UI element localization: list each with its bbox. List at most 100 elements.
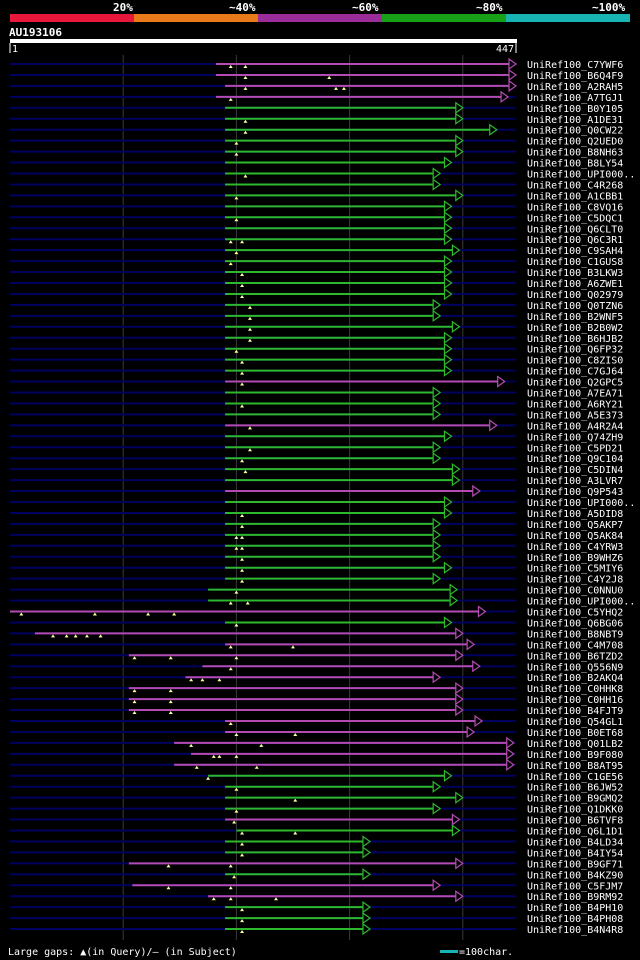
row-label[interactable]: UniRef100_B6JW52 bbox=[527, 783, 623, 794]
alignment-row[interactable]: UniRef100_A6ZWE1 bbox=[10, 276, 623, 290]
alignment-row[interactable]: UniRef100_Q0TZN6 bbox=[10, 298, 623, 312]
row-label[interactable]: UniRef100_C5DQC1 bbox=[527, 213, 623, 224]
alignment-row[interactable]: UniRef100_Q6C3R1 bbox=[10, 233, 623, 246]
alignment-row[interactable]: UniRef100_B0ET68 bbox=[10, 725, 623, 739]
row-label[interactable]: UniRef100_A1DE31 bbox=[527, 115, 623, 126]
row-label[interactable]: UniRef100_C9SAH4 bbox=[527, 246, 623, 257]
row-label[interactable]: UniRef100_A1CBB1 bbox=[527, 191, 623, 202]
row-label[interactable]: UniRef100_Q6C3R1 bbox=[527, 235, 623, 246]
alignment-row[interactable]: UniRef100_Q9C104 bbox=[10, 452, 623, 465]
row-label[interactable]: UniRef100_B4LD34 bbox=[527, 837, 623, 848]
alignment-row[interactable]: UniRef100_Q6BG06 bbox=[10, 616, 623, 629]
alignment-row[interactable]: UniRef100_UPI000.. bbox=[10, 594, 635, 608]
alignment-row[interactable]: UniRef100_B4LD34 bbox=[10, 835, 623, 848]
alignment-row[interactable]: UniRef100_C5PD21 bbox=[10, 441, 623, 454]
alignment-row[interactable]: UniRef100_A7EA71 bbox=[10, 386, 623, 400]
alignment-row[interactable]: UniRef100_Q2UED0 bbox=[10, 134, 623, 148]
alignment-row[interactable]: UniRef100_B8NH63 bbox=[10, 145, 623, 159]
row-label[interactable]: UniRef100_A7EA71 bbox=[527, 389, 623, 400]
row-label[interactable]: UniRef100_Q2GPC5 bbox=[527, 378, 623, 389]
row-label[interactable]: UniRef100_B2B0W2 bbox=[527, 323, 623, 334]
alignment-row[interactable]: UniRef100_C4R268 bbox=[10, 178, 623, 191]
alignment-row[interactable]: UniRef100_A6RY21 bbox=[10, 397, 623, 410]
row-label[interactable]: UniRef100_B4IY54 bbox=[527, 848, 623, 859]
alignment-row[interactable]: UniRef100_C5MIY6 bbox=[10, 561, 623, 575]
alignment-row[interactable]: UniRef100_C0HHK8 bbox=[10, 681, 623, 695]
alignment-row[interactable]: UniRef100_Q6FP32 bbox=[10, 342, 623, 356]
row-label[interactable]: UniRef100_C5YHQ2 bbox=[527, 608, 623, 619]
alignment-row[interactable]: UniRef100_A7TGJ1 bbox=[10, 90, 623, 104]
row-label[interactable]: UniRef100_Q0TZN6 bbox=[527, 301, 623, 312]
alignment-row[interactable]: UniRef100_Q6L1D1 bbox=[10, 824, 623, 838]
alignment-row[interactable]: UniRef100_B9GMQ2 bbox=[10, 791, 623, 805]
row-label[interactable]: UniRef100_B9RM92 bbox=[527, 892, 623, 903]
alignment-row[interactable]: UniRef100_C1GUS8 bbox=[10, 254, 623, 268]
row-label[interactable]: UniRef100_C4YRW3 bbox=[527, 542, 623, 553]
row-label[interactable]: UniRef100_Q1DKK0 bbox=[527, 805, 623, 816]
alignment-row[interactable]: UniRef100_C8VQ16 bbox=[10, 200, 623, 213]
alignment-row[interactable]: UniRef100_C7YWF6 bbox=[10, 57, 623, 71]
row-label[interactable]: UniRef100_Q5AKP7 bbox=[527, 520, 623, 531]
row-label[interactable]: UniRef100_C0NNU0 bbox=[527, 586, 623, 597]
alignment-row[interactable]: UniRef100_C9SAH4 bbox=[10, 243, 623, 257]
alignment-row[interactable]: UniRef100_B6Q4F9 bbox=[10, 68, 623, 82]
alignment-row[interactable]: UniRef100_B4PH08 bbox=[10, 911, 623, 925]
alignment-row[interactable]: UniRef100_Q5AK84 bbox=[10, 528, 623, 542]
alignment-row[interactable]: UniRef100_B9RM92 bbox=[10, 890, 623, 903]
row-label[interactable]: UniRef100_A7TGJ1 bbox=[527, 93, 623, 104]
alignment-row[interactable]: UniRef100_Q5AKP7 bbox=[10, 517, 623, 531]
row-label[interactable]: UniRef100_C8VQ16 bbox=[527, 202, 623, 213]
alignment-row[interactable]: UniRef100_B6TZD2 bbox=[10, 649, 623, 662]
alignment-row[interactable]: UniRef100_Q54GL1 bbox=[10, 714, 623, 728]
alignment-row[interactable]: UniRef100_B4KZ90 bbox=[10, 868, 623, 881]
alignment-row[interactable]: UniRef100_Q9P543 bbox=[10, 484, 623, 498]
row-label[interactable]: UniRef100_C1GE56 bbox=[527, 772, 623, 783]
row-label[interactable]: UniRef100_Q6BG06 bbox=[527, 618, 623, 629]
alignment-row[interactable]: UniRef100_UPI000.. bbox=[10, 495, 635, 509]
row-label[interactable]: UniRef100_B2AKQ4 bbox=[527, 673, 623, 684]
alignment-row[interactable]: UniRef100_Q0CW22 bbox=[10, 123, 623, 137]
row-label[interactable]: UniRef100_B9GF71 bbox=[527, 859, 623, 870]
row-label[interactable]: UniRef100_B9GMQ2 bbox=[527, 794, 623, 805]
alignment-row[interactable]: UniRef100_A1DE31 bbox=[10, 112, 623, 126]
row-label[interactable]: UniRef100_Q9P543 bbox=[527, 487, 623, 498]
row-label[interactable]: UniRef100_A6RY21 bbox=[527, 399, 623, 410]
alignment-row[interactable]: UniRef100_C4Y2J8 bbox=[10, 572, 623, 586]
row-label[interactable]: UniRef100_B9WHZ6 bbox=[527, 553, 623, 564]
alignment-row[interactable]: UniRef100_Q01LB2 bbox=[10, 736, 623, 750]
alignment-row[interactable]: UniRef100_B4PH10 bbox=[10, 900, 623, 914]
alignment-row[interactable]: UniRef100_A3LVR7 bbox=[10, 473, 623, 487]
row-label[interactable]: UniRef100_UPI000.. bbox=[527, 498, 635, 509]
row-label[interactable]: UniRef100_Q9C104 bbox=[527, 454, 623, 465]
alignment-row[interactable]: UniRef100_C1GE56 bbox=[10, 769, 623, 783]
row-label[interactable]: UniRef100_B8AT95 bbox=[527, 761, 623, 772]
row-label[interactable]: UniRef100_C7GJ64 bbox=[527, 367, 623, 378]
row-label[interactable]: UniRef100_Q01LB2 bbox=[527, 739, 623, 750]
row-label[interactable]: UniRef100_Q0CW22 bbox=[527, 126, 623, 137]
alignment-row[interactable]: UniRef100_B2AKQ4 bbox=[10, 671, 623, 684]
alignment-row[interactable]: UniRef100_B2B0W2 bbox=[10, 320, 623, 334]
row-label[interactable]: UniRef100_C0HHK8 bbox=[527, 684, 623, 695]
alignment-row[interactable]: UniRef100_B9GF71 bbox=[10, 857, 623, 870]
alignment-row[interactable]: UniRef100_B4FJT9 bbox=[10, 703, 623, 717]
alignment-row[interactable]: UniRef100_Q2GPC5 bbox=[10, 375, 623, 389]
row-label[interactable]: UniRef100_C4R268 bbox=[527, 180, 623, 191]
row-label[interactable]: UniRef100_C0HH16 bbox=[527, 695, 623, 706]
row-label[interactable]: UniRef100_B4PH08 bbox=[527, 914, 623, 925]
alignment-row[interactable]: UniRef100_B4N4R8 bbox=[10, 922, 623, 936]
alignment-row[interactable]: UniRef100_C7GJ64 bbox=[10, 364, 623, 378]
row-label[interactable]: UniRef100_C5FJM7 bbox=[527, 881, 623, 892]
alignment-row[interactable]: UniRef100_A4R2A4 bbox=[10, 419, 623, 432]
row-label[interactable]: UniRef100_C1GUS8 bbox=[527, 257, 623, 268]
alignment-row[interactable]: UniRef100_B0Y105 bbox=[10, 101, 623, 115]
row-label[interactable]: UniRef100_B2WNF5 bbox=[527, 312, 623, 323]
row-label[interactable]: UniRef100_A3LVR7 bbox=[527, 476, 623, 487]
alignment-row[interactable]: UniRef100_A1CBB1 bbox=[10, 189, 623, 202]
alignment-row[interactable]: UniRef100_B6JW52 bbox=[10, 780, 623, 794]
row-label[interactable]: UniRef100_Q556N9 bbox=[527, 662, 623, 673]
row-label[interactable]: UniRef100_B6Q4F9 bbox=[527, 71, 623, 82]
row-label[interactable]: UniRef100_B3LKW3 bbox=[527, 268, 623, 279]
row-label[interactable]: UniRef100_Q54GL1 bbox=[527, 717, 623, 728]
row-label[interactable]: UniRef100_B0ET68 bbox=[527, 728, 623, 739]
alignment-row[interactable]: UniRef100_C5FJM7 bbox=[10, 879, 623, 892]
